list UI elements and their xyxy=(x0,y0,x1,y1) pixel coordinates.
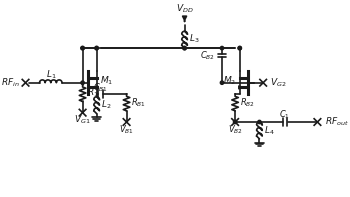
Text: $L_1$: $L_1$ xyxy=(46,69,56,82)
Text: $RF_{in}$: $RF_{in}$ xyxy=(1,76,20,89)
Circle shape xyxy=(95,46,98,50)
Text: $M_1$: $M_1$ xyxy=(100,75,114,87)
Circle shape xyxy=(81,46,84,50)
Text: $L_3$: $L_3$ xyxy=(189,33,200,45)
Circle shape xyxy=(95,46,98,50)
Text: $V_{G2}$: $V_{G2}$ xyxy=(270,76,286,89)
Circle shape xyxy=(238,46,242,50)
Circle shape xyxy=(183,46,186,50)
Text: $C_1$: $C_1$ xyxy=(279,108,290,121)
Circle shape xyxy=(81,81,84,84)
Circle shape xyxy=(233,120,237,124)
Text: $V_{B2}$: $V_{B2}$ xyxy=(228,123,243,136)
Text: $C_{B2}$: $C_{B2}$ xyxy=(201,49,216,62)
Circle shape xyxy=(220,81,224,84)
Circle shape xyxy=(238,46,242,50)
Text: $V_{G1}$: $V_{G1}$ xyxy=(74,114,91,126)
Text: $V_{DD}$: $V_{DD}$ xyxy=(176,3,194,15)
Text: $L_4$: $L_4$ xyxy=(264,124,275,137)
Circle shape xyxy=(183,46,186,50)
Circle shape xyxy=(220,46,224,50)
Circle shape xyxy=(81,46,84,50)
Text: $R_{B1}$: $R_{B1}$ xyxy=(131,96,146,109)
Text: $C_{B1}$: $C_{B1}$ xyxy=(93,81,108,94)
Text: $R_{B2}$: $R_{B2}$ xyxy=(240,96,255,109)
Text: $V_{B1}$: $V_{B1}$ xyxy=(119,123,134,136)
Circle shape xyxy=(258,120,261,124)
Text: $RF_{out}$: $RF_{out}$ xyxy=(325,116,349,128)
Text: $M_2$: $M_2$ xyxy=(223,75,236,87)
Text: $R_1$: $R_1$ xyxy=(87,87,99,99)
Text: $L_2$: $L_2$ xyxy=(101,99,112,112)
